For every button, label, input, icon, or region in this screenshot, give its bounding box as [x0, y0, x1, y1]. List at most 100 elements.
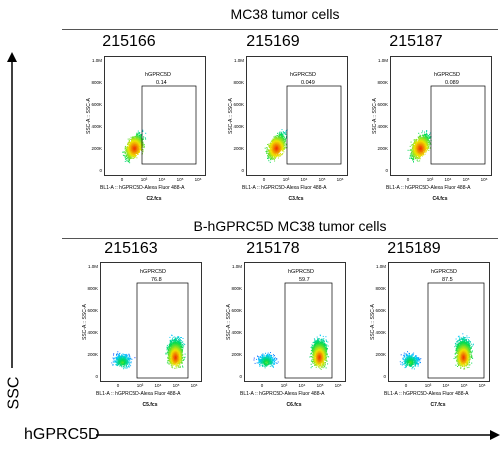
y-tick-label: 800K	[91, 80, 102, 85]
hgprc5d-axis-label: hGPRC5D	[24, 426, 100, 443]
top-title: MC38 tumor cells	[230, 6, 340, 22]
x-tick-label: 10³	[282, 177, 290, 182]
gate-percentage: 0.089	[445, 80, 459, 86]
gate-name: hGPRC5D	[290, 72, 316, 78]
x-tick-label: 10⁵	[318, 177, 326, 182]
x-tick-label: 10⁵	[460, 383, 468, 388]
x-tick-label: 10³	[280, 383, 288, 388]
plot-frame	[244, 262, 346, 382]
y-tick-label: 200K	[91, 146, 102, 151]
x-tick-label: 0	[404, 383, 408, 388]
gate-rectangle	[430, 85, 486, 165]
x-tick-label: 10⁶	[480, 177, 488, 182]
y-tick-label: 0	[239, 374, 242, 379]
y-tick-label: 0	[385, 168, 388, 173]
y-tick-label: 200K	[233, 146, 244, 151]
y-tick-label: 600K	[377, 102, 388, 107]
x-axis-label: BL1-A :: hGPRC5D-Alexa Fluor 488-A	[96, 391, 181, 397]
bottom-rule	[62, 238, 498, 239]
fcs-file-name: C7.fcs	[430, 402, 446, 408]
y-tick-label: 200K	[377, 146, 388, 151]
x-tick-label: 10⁶	[190, 383, 198, 388]
x-axis-label: BL1-A :: hGPRC5D-Alexa Fluor 488-A	[386, 185, 471, 191]
x-tick-label: 10⁶	[194, 177, 202, 182]
flow-dot-plot	[244, 262, 346, 382]
gate-name: hGPRC5D	[145, 72, 171, 78]
x-tick-label: 10⁵	[172, 383, 180, 388]
y-tick-label: 200K	[375, 352, 386, 357]
y-tick-label: 1.0M	[377, 58, 388, 63]
hgprc5d-axis-arrow	[96, 430, 500, 440]
y-tick-label: 0	[99, 168, 102, 173]
fcs-file-name: C2.fcs	[146, 196, 162, 202]
gate-name: hGPRC5D	[431, 269, 457, 275]
gate-name: hGPRC5D	[434, 72, 460, 78]
y-tick-label: 0	[383, 374, 386, 379]
gate-rectangle	[286, 85, 342, 165]
ssc-axis-arrow	[7, 52, 17, 368]
y-tick-label: 400K	[377, 124, 388, 129]
x-tick-label: 0	[406, 177, 410, 182]
x-tick-label: 10³	[424, 383, 432, 388]
y-tick-label: 800K	[231, 286, 242, 291]
plot-frame	[104, 56, 206, 176]
ssc-axis-label: SSC	[5, 376, 23, 410]
y-tick-label: 1.0M	[231, 264, 242, 269]
x-tick-label: 10⁴	[442, 383, 450, 388]
bottom-title: B-hGPRC5D MC38 tumor cells	[193, 218, 387, 234]
flow-dot-plot	[390, 56, 492, 176]
x-tick-label: 10⁶	[334, 383, 342, 388]
plot-frame	[388, 262, 490, 382]
y-tick-label: 600K	[375, 308, 386, 313]
y-tick-label: 400K	[233, 124, 244, 129]
fcs-file-name: C6.fcs	[286, 402, 302, 408]
y-tick-label: 1.0M	[87, 264, 98, 269]
sample-id: 215163	[104, 240, 158, 257]
y-tick-label: 1.0M	[233, 58, 244, 63]
y-tick-label: 600K	[87, 308, 98, 313]
x-tick-label: 0	[262, 177, 266, 182]
y-tick-label: 600K	[231, 308, 242, 313]
y-tick-label: 400K	[375, 330, 386, 335]
x-tick-label: 10³	[426, 177, 434, 182]
x-tick-label: 10³	[136, 383, 144, 388]
gate-percentage: 59.7	[299, 277, 310, 283]
sample-id: 215169	[246, 33, 300, 50]
x-axis-label: BL1-A :: hGPRC5D-Alexa Fluor 488-A	[100, 185, 185, 191]
y-tick-label: 800K	[233, 80, 244, 85]
y-tick-label: 400K	[231, 330, 242, 335]
y-tick-label: 1.0M	[375, 264, 386, 269]
gate-percentage: 0.049	[301, 80, 315, 86]
x-axis-label: BL1-A :: hGPRC5D-Alexa Fluor 488-A	[240, 391, 325, 397]
y-tick-label: 800K	[377, 80, 388, 85]
y-tick-label: 1.0M	[91, 58, 102, 63]
y-tick-label: 0	[241, 168, 244, 173]
gate-name: hGPRC5D	[140, 269, 166, 275]
gate-rectangle	[284, 282, 333, 379]
gate-rectangle	[141, 85, 197, 165]
x-tick-label: 10⁴	[154, 383, 162, 388]
x-tick-label: 10⁵	[176, 177, 184, 182]
y-tick-label: 200K	[87, 352, 98, 357]
sample-id: 215187	[389, 33, 443, 50]
flow-dot-plot	[246, 56, 348, 176]
x-tick-label: 10³	[140, 177, 148, 182]
sample-id: 215189	[387, 240, 441, 257]
gate-rectangle	[427, 282, 485, 379]
gate-rectangle	[136, 282, 189, 379]
flow-dot-plot	[388, 262, 490, 382]
fcs-file-name: C3.fcs	[288, 196, 304, 202]
y-tick-label: 600K	[233, 102, 244, 107]
x-tick-label: 10⁵	[462, 177, 470, 182]
y-tick-label: 200K	[231, 352, 242, 357]
x-tick-label: 10⁴	[158, 177, 166, 182]
fcs-file-name: C4.fcs	[432, 196, 448, 202]
x-tick-label: 10⁶	[336, 177, 344, 182]
y-tick-label: 400K	[87, 330, 98, 335]
flow-dot-plot	[104, 56, 206, 176]
sample-id: 215166	[102, 33, 156, 50]
x-tick-label: 0	[116, 383, 120, 388]
x-tick-label: 10⁴	[298, 383, 306, 388]
y-tick-label: 400K	[91, 124, 102, 129]
x-tick-label: 10⁴	[444, 177, 452, 182]
